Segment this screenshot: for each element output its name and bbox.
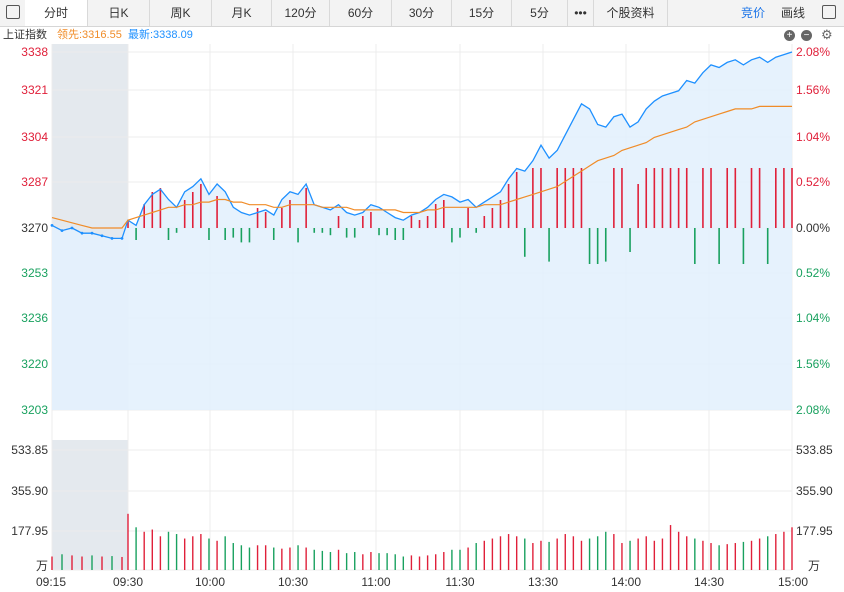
price-tick-lower-2: 3220	[21, 357, 48, 371]
price-line	[51, 51, 793, 240]
tab-7[interactable]: 15分	[452, 0, 512, 26]
price-tick-lower-3: 3203	[21, 403, 48, 417]
price-area	[52, 52, 792, 410]
preopen-point-1	[60, 229, 64, 232]
time-label-6: 13:30	[528, 575, 558, 589]
tab-8[interactable]: 5分	[512, 0, 568, 26]
pct-tick-upper-1: 1.56%	[796, 83, 830, 97]
leading-value: 领先:3316.55	[57, 29, 122, 41]
period-tab-bar: 分时 日K 周K 月K 120分 60分 30分 15分 5分 ••• 个股资料 竞价 画线	[0, 0, 844, 27]
price-tick-lower-1: 3236	[21, 311, 48, 325]
tab-9[interactable]: •••	[568, 0, 594, 26]
time-label-5: 11:30	[445, 575, 474, 589]
volume-unit-left: 万	[36, 559, 48, 573]
time-label-9: 15:00	[778, 575, 808, 589]
tab-5[interactable]: 60分	[330, 0, 392, 26]
time-label-7: 14:00	[611, 575, 641, 589]
pct-tick-upper-2: 1.04%	[796, 130, 830, 144]
time-label-8: 14:30	[694, 575, 724, 589]
zoom-out-icon[interactable]: −	[801, 30, 812, 41]
tab-0[interactable]: 分时	[25, 0, 88, 26]
volume-tick-left-0: 533.85	[11, 443, 48, 457]
preopen-point-6	[110, 236, 114, 240]
volume-unit-right: 万	[808, 559, 820, 573]
price-tick-upper-2: 3304	[21, 130, 48, 144]
price-tick-upper-1: 3321	[21, 83, 48, 97]
settings-gear-icon[interactable]: ⚙	[821, 27, 833, 42]
info-bar: 上证指数 领先:3316.55 最新:3338.09	[0, 27, 844, 43]
volume-tick-right-0: 533.85	[796, 443, 833, 457]
bid-button[interactable]: 竞价	[741, 6, 766, 20]
pct-tick-lower-3: 2.08%	[796, 403, 830, 417]
tab-3[interactable]: 月K	[212, 0, 272, 26]
pct-tick-lower-0: 0.52%	[796, 266, 830, 280]
preopen-point-2	[70, 226, 74, 230]
preopen-point-5	[100, 234, 104, 238]
pct-tick-base: 0.00%	[796, 221, 830, 235]
index-name: 上证指数	[3, 29, 47, 41]
draw-line-button[interactable]: 画线	[781, 6, 806, 20]
preopen-point-7	[120, 236, 124, 240]
pct-tick-upper-0: 2.08%	[796, 45, 830, 59]
time-label-1: 09:30	[113, 575, 143, 589]
avg-line	[51, 105, 792, 229]
window-close-icon[interactable]	[822, 5, 836, 19]
pct-tick-lower-1: 1.04%	[796, 311, 830, 325]
volume-tick-right-1: 355.90	[796, 484, 833, 498]
price-tick-upper-0: 3338	[21, 45, 48, 59]
zoom-in-icon[interactable]: +	[784, 30, 795, 41]
pct-tick-lower-2: 1.56%	[796, 357, 830, 371]
collapse-panel-icon[interactable]	[6, 5, 20, 19]
time-label-2: 10:00	[195, 575, 225, 589]
pct-tick-upper-3: 0.52%	[796, 175, 830, 189]
volume-tick-right-2: 177.95	[796, 524, 833, 538]
preopen-point-0	[50, 224, 54, 227]
tab-6[interactable]: 30分	[392, 0, 452, 26]
volume-tick-left-2: 177.95	[11, 524, 48, 538]
volume-tick-left-1: 355.90	[11, 484, 48, 498]
tab-1[interactable]: 日K	[88, 0, 150, 26]
preopen-volume-shade	[52, 440, 128, 570]
time-label-0: 09:15	[36, 575, 66, 589]
tab-2[interactable]: 周K	[150, 0, 212, 26]
price-tick-upper-3: 3287	[21, 175, 48, 189]
tab-4[interactable]: 120分	[272, 0, 330, 26]
time-label-4: 11:00	[361, 575, 390, 589]
latest-value: 最新:3338.09	[128, 29, 193, 41]
price-tick-lower-0: 3253	[21, 266, 48, 280]
preopen-point-3	[80, 231, 84, 235]
preopen-point-4	[90, 231, 94, 235]
time-label-3: 10:30	[278, 575, 308, 589]
tab-10[interactable]: 个股资料	[594, 0, 668, 26]
price-tick-base: 3270	[21, 221, 48, 235]
